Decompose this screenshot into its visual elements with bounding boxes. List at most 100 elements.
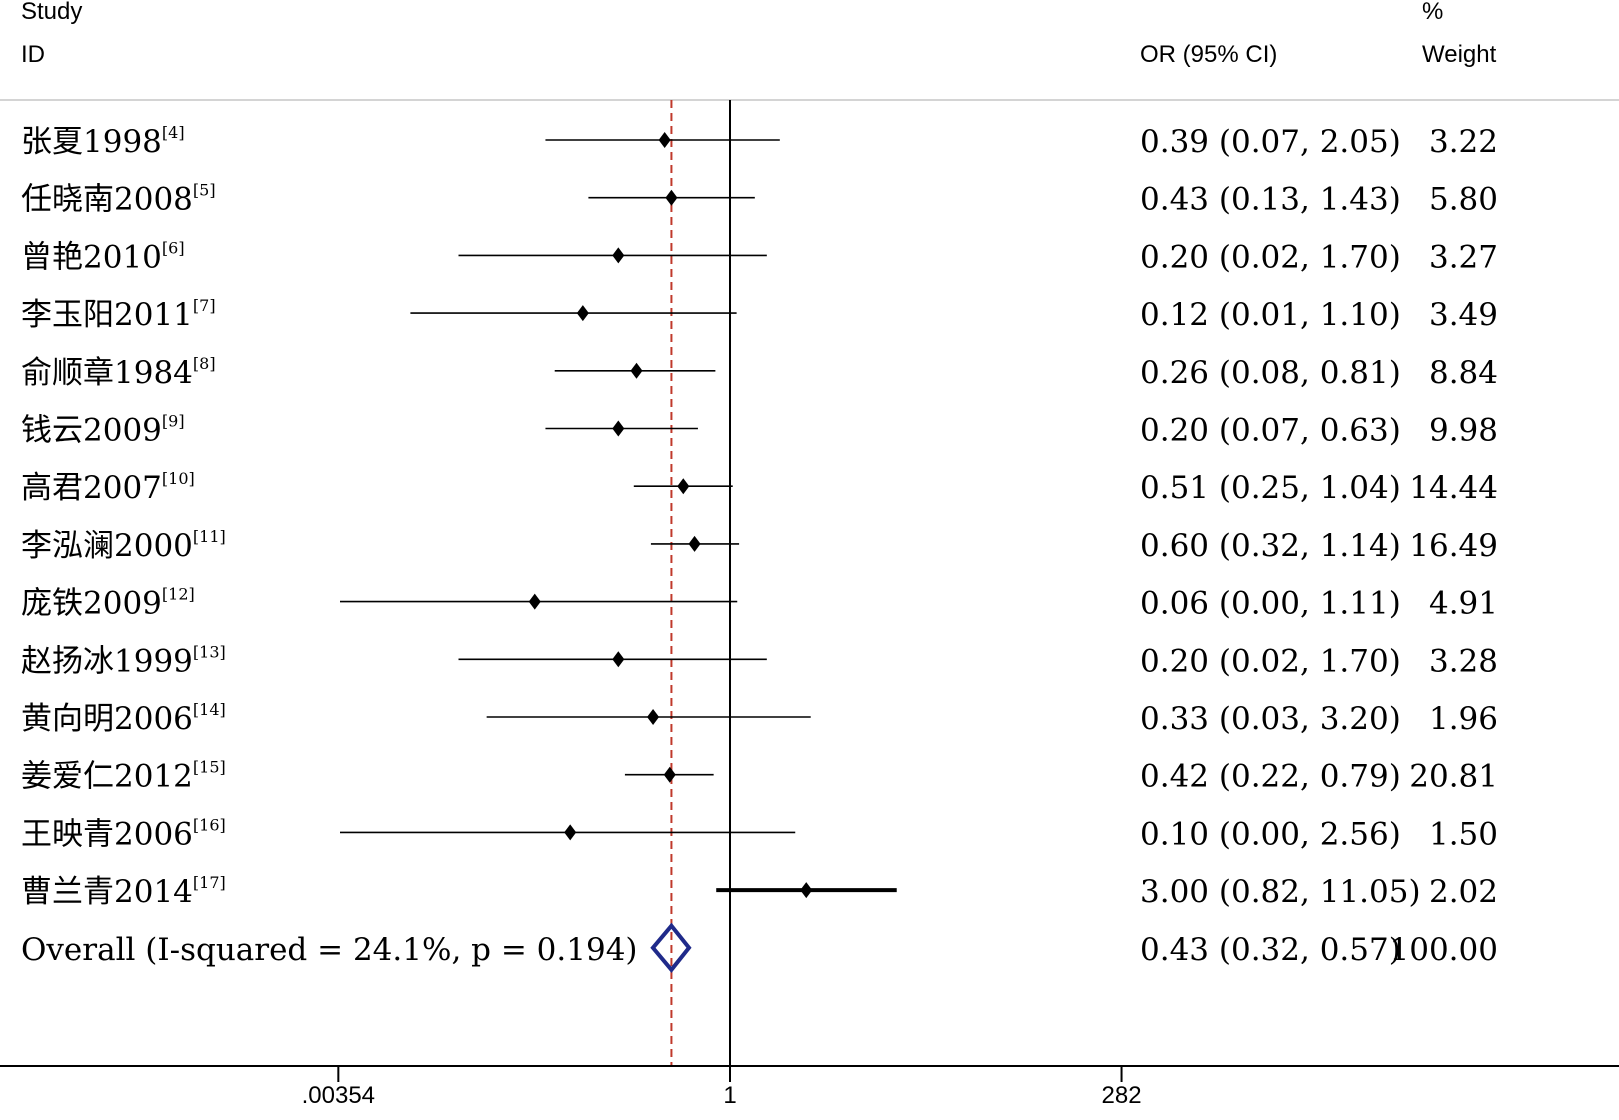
- ci-value: 0.12 (0.01, 1.10): [1140, 297, 1401, 333]
- study-reference: [7]: [193, 296, 216, 315]
- point-estimate: [612, 651, 625, 668]
- weight-value: 16.49: [1409, 528, 1498, 564]
- study-reference: [8]: [193, 354, 216, 373]
- point-estimate: [665, 189, 678, 206]
- ci-value: 0.26 (0.08, 0.81): [1140, 355, 1401, 391]
- weight-value: 1.96: [1429, 701, 1498, 737]
- x-tick-label: 282: [1102, 1082, 1142, 1109]
- x-axis: .00354 1 282: [0, 1065, 1619, 1109]
- ci-value: 0.60 (0.32, 1.14): [1140, 528, 1401, 564]
- overall-row: Overall (I-squared = 24.1%, p = 0.194) 0.…: [21, 922, 1498, 973]
- point-estimate: [564, 824, 577, 841]
- ci-value: 0.42 (0.22, 0.79): [1140, 759, 1401, 795]
- study-name: 王映青2006[16]: [21, 815, 226, 852]
- study-name: 俞顺章1984[8]: [21, 354, 216, 391]
- weight-value: 3.28: [1429, 643, 1498, 679]
- id-label: ID: [21, 41, 45, 68]
- weight-value: 3.22: [1429, 124, 1498, 160]
- study-row: 庞铁2009[12] 0.06 (0.00, 1.11) 4.91: [21, 585, 1498, 622]
- study-row: 曹兰青2014[17] 3.00 (0.82, 11.05) 2.02: [21, 873, 1498, 910]
- ci-value: 3.00 (0.82, 11.05): [1140, 874, 1421, 910]
- weight-value: 20.81: [1409, 759, 1498, 795]
- study-name: 姜爱仁2012[15]: [21, 758, 226, 795]
- study-name: 赵扬冰1999[13]: [21, 642, 226, 679]
- study-name: 曹兰青2014[17]: [21, 873, 226, 910]
- ci-value: 0.06 (0.00, 1.11): [1140, 586, 1401, 622]
- study-name: 张夏1998[4]: [21, 123, 185, 160]
- weight-value: 5.80: [1429, 182, 1498, 218]
- ci-value: 0.10 (0.00, 2.56): [1140, 816, 1401, 852]
- study-name: 任晓南2008[5]: [21, 181, 216, 218]
- point-estimate: [800, 882, 813, 899]
- study-row: 俞顺章1984[8] 0.26 (0.08, 0.81) 8.84: [21, 354, 1498, 391]
- point-estimate: [663, 766, 676, 783]
- study-row: 赵扬冰1999[13] 0.20 (0.02, 1.70) 3.28: [21, 642, 1498, 679]
- x-tick-label: 1: [723, 1082, 736, 1109]
- study-name: 李玉阳2011[7]: [21, 296, 216, 333]
- weight-label: Weight: [1422, 41, 1497, 68]
- overall-weight-value: 100.00: [1390, 932, 1498, 968]
- weight-value: 3.49: [1429, 297, 1498, 333]
- point-estimate: [612, 247, 625, 264]
- overall-ci-value: 0.43 (0.32, 0.57): [1140, 932, 1401, 968]
- point-estimate: [612, 420, 625, 437]
- ci-value: 0.20 (0.02, 1.70): [1140, 239, 1401, 275]
- ci-value: 0.33 (0.03, 3.20): [1140, 701, 1401, 737]
- study-row: 姜爱仁2012[15] 0.42 (0.22, 0.79) 20.81: [21, 758, 1498, 795]
- reference-lines: [670, 100, 731, 1066]
- study-reference: [10]: [162, 469, 195, 488]
- point-estimate: [528, 593, 541, 610]
- point-estimate: [677, 478, 690, 495]
- ci-value: 0.51 (0.25, 1.04): [1140, 470, 1401, 506]
- study-name: 李泓澜2000[11]: [21, 527, 226, 564]
- study-name: 曾艳2010[6]: [21, 238, 185, 275]
- weight-value: 1.50: [1429, 816, 1498, 852]
- study-row: 王映青2006[16] 0.10 (0.00, 2.56) 1.50: [21, 815, 1498, 852]
- ci-value: 0.20 (0.02, 1.70): [1140, 643, 1401, 679]
- overall-diamond: [650, 922, 692, 973]
- ci-column-label: OR (95% CI): [1140, 41, 1277, 68]
- header: Study ID OR (95% CI) % Weight: [0, 0, 1619, 101]
- point-estimate: [688, 535, 701, 552]
- study-name: 高君2007[10]: [21, 469, 195, 506]
- study-reference: [11]: [193, 527, 226, 546]
- ci-value: 0.43 (0.13, 1.43): [1140, 182, 1401, 218]
- ci-value: 0.20 (0.07, 0.63): [1140, 413, 1401, 449]
- study-reference: [17]: [193, 873, 226, 892]
- study-row: 张夏1998[4] 0.39 (0.07, 2.05) 3.22: [21, 123, 1498, 160]
- study-reference: [14]: [193, 700, 226, 719]
- study-name: 钱云2009[9]: [21, 412, 185, 449]
- study-reference: [6]: [162, 238, 185, 257]
- study-name: 庞铁2009[12]: [21, 585, 195, 622]
- weight-value: 2.02: [1429, 874, 1498, 910]
- study-reference: [15]: [193, 758, 226, 777]
- study-row: 钱云2009[9] 0.20 (0.07, 0.63) 9.98: [21, 412, 1498, 449]
- study-reference: [5]: [193, 181, 216, 200]
- study-row: 李泓澜2000[11] 0.60 (0.32, 1.14) 16.49: [21, 527, 1498, 564]
- overall-label: Overall (I-squared = 24.1%, p = 0.194): [21, 932, 638, 968]
- study-row: 任晓南2008[5] 0.43 (0.13, 1.43) 5.80: [21, 181, 1498, 218]
- study-reference: [16]: [193, 815, 226, 834]
- point-estimate: [630, 362, 643, 379]
- study-reference: [13]: [193, 642, 226, 661]
- weight-value: 8.84: [1429, 355, 1498, 391]
- weight-value: 3.27: [1429, 239, 1498, 275]
- study-row: 曾艳2010[6] 0.20 (0.02, 1.70) 3.27: [21, 238, 1498, 275]
- weight-value: 14.44: [1409, 470, 1498, 506]
- study-label: Study: [21, 0, 82, 25]
- weight-value: 9.98: [1429, 413, 1498, 449]
- x-tick-label: .00354: [302, 1082, 375, 1109]
- study-name: 黄向明2006[14]: [21, 700, 226, 737]
- point-estimate: [576, 305, 589, 322]
- point-estimate: [658, 132, 671, 148]
- study-row: 李玉阳2011[7] 0.12 (0.01, 1.10) 3.49: [21, 296, 1498, 333]
- study-reference: [9]: [162, 412, 185, 431]
- weight-value: 4.91: [1429, 586, 1498, 622]
- study-row: 高君2007[10] 0.51 (0.25, 1.04) 14.44: [21, 469, 1498, 506]
- study-row: 黄向明2006[14] 0.33 (0.03, 3.20) 1.96: [21, 700, 1498, 737]
- percent-label: %: [1422, 0, 1443, 25]
- ci-value: 0.39 (0.07, 2.05): [1140, 124, 1401, 160]
- study-reference: [4]: [162, 123, 185, 142]
- point-estimate: [647, 709, 660, 725]
